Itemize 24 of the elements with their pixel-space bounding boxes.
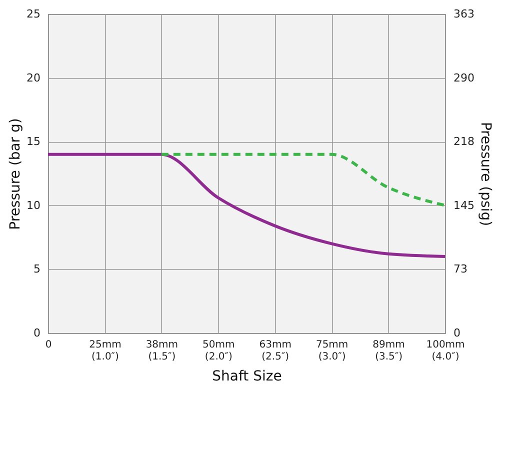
y2-tick-label: 145: [454, 199, 474, 212]
y2-tick-label: 290: [454, 72, 474, 85]
y-tick-label: 0: [34, 326, 40, 340]
line-series: [46, 152, 446, 258]
x-tick-label: 0: [45, 340, 52, 350]
y2-tick-label: 0: [454, 326, 460, 340]
x-tick-label: 63mm (2.5″): [259, 340, 292, 362]
x-axis-title: Shaft Size: [212, 368, 282, 384]
y2-tick-label: 218: [454, 134, 474, 148]
y-tick-label: 10: [26, 198, 40, 212]
y-axis-title: Pressure (bar g): [8, 118, 24, 230]
y-tick-label: 25: [26, 8, 40, 20]
x-tick-label: 38mm (1.5″): [146, 340, 178, 362]
x-tick-label: 25mm (1.0″): [89, 340, 122, 362]
x-tick-label: 50mm (2.0″): [202, 340, 235, 362]
x-tick-label: 75mm (3.0″): [316, 340, 348, 362]
y-tick-label: 5: [34, 262, 40, 276]
y2-tick-label: 73: [454, 262, 468, 276]
y2-axis-title: Pressure (psig): [477, 122, 494, 226]
y2-tick-label: 363: [454, 8, 474, 20]
x-tick-label: 89mm (3.5″): [372, 340, 405, 362]
y-tick-label: 20: [26, 71, 40, 84]
x-tick-label: 100mm (4.0″): [426, 340, 465, 362]
y-tick-label: 15: [26, 135, 40, 148]
